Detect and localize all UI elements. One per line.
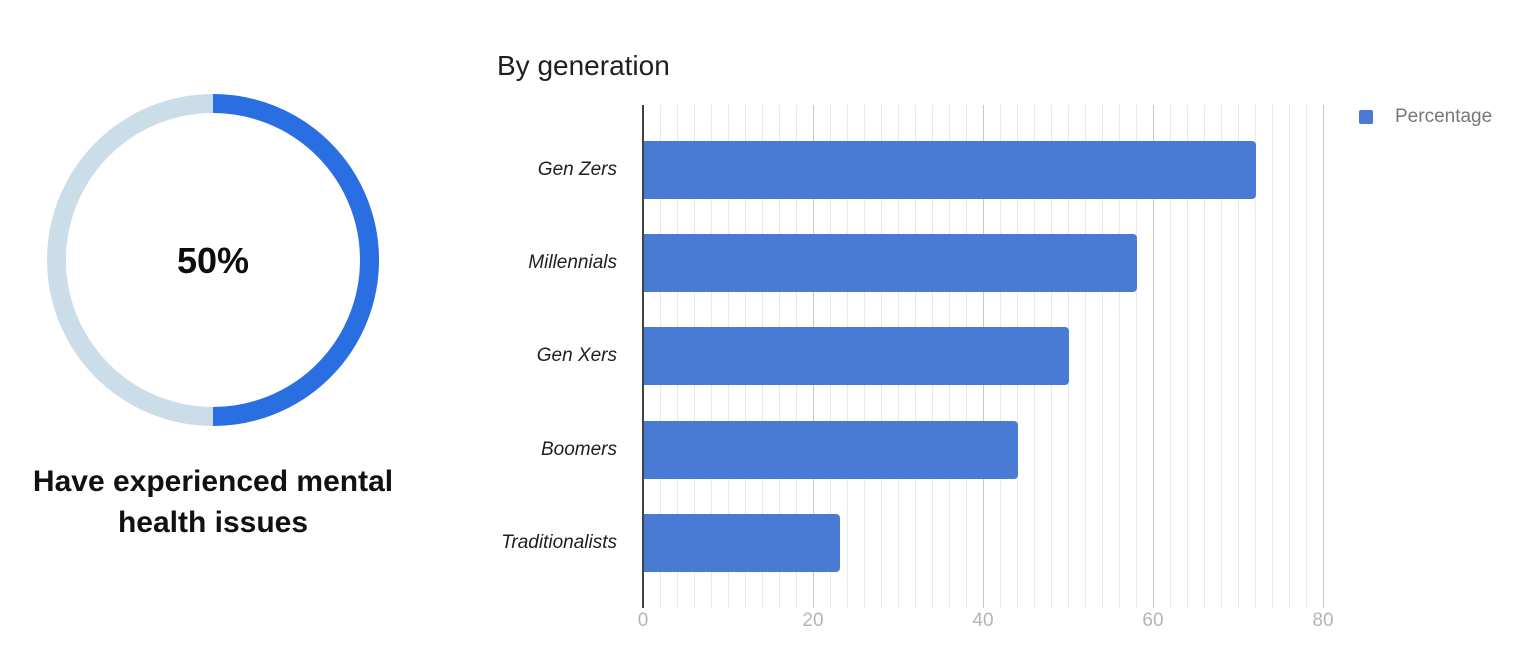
- minor-gridline: [1289, 105, 1290, 608]
- category-axis-labels: Gen Zers Millennials Gen Xers Boomers Tradit…: [430, 105, 630, 600]
- category-label-millennials: Millennials: [528, 251, 617, 273]
- legend-label: Percentage: [1395, 106, 1493, 127]
- bar-chart-title: By generation: [497, 50, 670, 81]
- category-label-gen-xers: Gen Xers: [536, 345, 617, 367]
- legend-color-swatch: [1359, 110, 1373, 124]
- bar-gen-xers: [644, 327, 1069, 386]
- minor-gridline: [1136, 105, 1137, 608]
- bar-gen-zers: [644, 140, 1256, 199]
- minor-gridline: [1085, 105, 1086, 608]
- bar-traditionalists: [644, 514, 840, 573]
- minor-gridline: [1272, 105, 1273, 608]
- x-tick-label-60: 60: [1142, 610, 1164, 631]
- category-label-gen-zers: Gen Zers: [537, 158, 617, 180]
- bar-boomers: [644, 420, 1018, 479]
- minor-gridline: [1221, 105, 1222, 608]
- category-label-boomers: Boomers: [540, 438, 617, 460]
- donut-caption-line2: health issues: [117, 506, 309, 539]
- category-label-traditionalists: Traditionalists: [501, 532, 617, 554]
- y-axis-baseline: [642, 105, 644, 608]
- donut-caption-line1: Have experienced mental: [32, 465, 394, 498]
- x-tick-label-80: 80: [1312, 610, 1334, 631]
- minor-gridline: [1255, 105, 1256, 608]
- minor-gridline: [1204, 105, 1205, 608]
- major-gridline: [1323, 105, 1324, 608]
- donut-filled-arc: [212, 94, 379, 426]
- major-gridline: [1153, 105, 1154, 608]
- minor-gridline: [1102, 105, 1103, 608]
- bar-plot-area: [642, 105, 1333, 608]
- bar-millennials: [644, 233, 1137, 292]
- donut-percent-label: 50%: [176, 240, 250, 281]
- donut-chart: [47, 94, 379, 426]
- minor-gridline: [1119, 105, 1120, 608]
- x-tick-label-0: 0: [637, 610, 649, 631]
- x-tick-label-20: 20: [802, 610, 824, 631]
- minor-gridline: [1238, 105, 1239, 608]
- legend: Percentage: [1359, 106, 1493, 127]
- minor-gridline: [1187, 105, 1188, 608]
- minor-gridline: [1306, 105, 1307, 608]
- x-tick-label-40: 40: [972, 610, 994, 631]
- donut-caption: Have experienced mental health issues: [3, 461, 423, 543]
- minor-gridline: [1170, 105, 1171, 608]
